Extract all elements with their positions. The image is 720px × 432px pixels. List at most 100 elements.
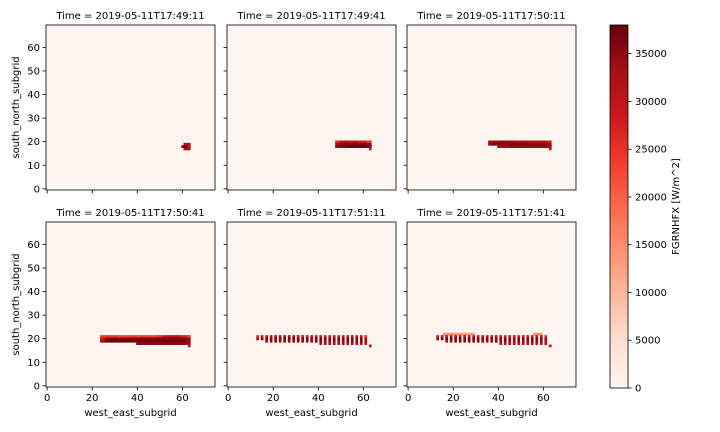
heatmap-cell <box>149 342 155 345</box>
heatmap-cell <box>278 337 282 341</box>
heatmap-cell <box>292 339 295 343</box>
heatmap-cell <box>167 337 173 341</box>
heatmap-cell <box>530 339 534 343</box>
heatmap-cell <box>364 339 368 343</box>
x-tick-label: 20 <box>447 393 460 404</box>
colorbar-tick-label: 20000 <box>635 192 667 203</box>
heatmap-cell <box>256 335 259 338</box>
heatmap-cell <box>265 335 268 338</box>
heatmap-cell <box>535 337 539 341</box>
heatmap-cell <box>344 142 350 146</box>
heatmap-cell <box>167 342 173 345</box>
heatmap-cell <box>260 335 264 338</box>
heatmap-cell <box>463 339 466 343</box>
heatmap-cell <box>296 339 300 343</box>
heatmap-cell <box>185 335 191 338</box>
heatmap-cell <box>524 142 530 146</box>
heatmap-cell <box>535 342 539 345</box>
heatmap-cell <box>265 337 268 341</box>
heatmap-cell <box>539 339 543 343</box>
heatmap-cell <box>346 335 350 338</box>
heatmap-panel-5: Time = 2019-05-11T17:51:11 0 20 40 60west_ea… <box>223 208 397 419</box>
x-tick-label: 0 <box>44 393 50 404</box>
heatmap-cell <box>332 337 336 341</box>
heatmap-cell <box>368 344 372 348</box>
heatmap-cell <box>357 142 363 146</box>
heatmap-cell <box>353 145 359 148</box>
heatmap-cell <box>176 335 182 338</box>
heatmap-cell <box>497 140 503 144</box>
heatmap-cell <box>445 335 448 338</box>
heatmap-cell <box>454 335 457 338</box>
heatmap-cell <box>122 335 128 338</box>
heatmap-panel-6: Time = 2019-05-11T17:51:41 0 20 40 60west_ea… <box>403 208 577 419</box>
heatmap-cell <box>100 335 105 338</box>
heatmap-cell <box>533 142 539 146</box>
heatmap-cell <box>176 339 182 343</box>
heatmap-cell <box>131 337 137 341</box>
heatmap-cell <box>515 145 521 148</box>
heatmap-cell <box>319 339 323 343</box>
heatmap-cell <box>131 335 137 338</box>
heatmap-cell <box>368 147 372 151</box>
heatmap-cell <box>499 335 503 338</box>
colorbar-tick-label: 5000 <box>635 336 660 347</box>
heatmap-cell <box>337 339 341 343</box>
heatmap-cell <box>181 342 187 345</box>
heatmap-cell <box>359 339 363 343</box>
heatmap-cell <box>490 339 494 343</box>
heatmap-cell <box>506 140 512 144</box>
heatmap-cell <box>181 337 187 341</box>
heatmap-cell <box>366 140 372 144</box>
colorbar-label: FGRNHFX [W/m^2] <box>671 158 682 255</box>
heatmap-cell <box>323 335 327 338</box>
heatmap-cell <box>449 339 453 343</box>
heatmap-cell <box>546 140 552 144</box>
heatmap-cell <box>362 140 368 144</box>
heatmap-panel-1: Time = 2019-05-11T17:49:11 0 10 20 30 40 50 60 s… <box>11 11 216 195</box>
heatmap-cell <box>172 335 178 338</box>
heatmap-cell <box>350 337 354 341</box>
heatmap-cell <box>265 339 268 343</box>
heatmap-cell <box>499 339 503 343</box>
heatmap-cell <box>508 335 512 338</box>
heatmap-cell <box>332 335 336 338</box>
heatmap-cell <box>269 339 273 343</box>
heatmap-cell <box>163 337 169 341</box>
panel-frame <box>406 24 577 191</box>
heatmap-cell <box>533 140 539 144</box>
heatmap-cell <box>537 142 543 146</box>
heatmap-cell <box>163 339 169 343</box>
panel-frame <box>226 24 397 191</box>
colorbar: 0 5000 10000 15000 20000 25000 30000 35000 FGRNH… <box>609 24 682 395</box>
heatmap-cell <box>109 335 114 338</box>
heatmap-cell <box>314 339 318 343</box>
heatmap-cell <box>319 337 323 341</box>
heatmap-cell <box>350 335 354 338</box>
heatmap-cell <box>332 339 336 343</box>
heatmap-cell <box>283 335 286 338</box>
heatmap-cell <box>353 142 359 146</box>
heatmap-cell <box>510 142 516 146</box>
heatmap-cell <box>497 142 503 146</box>
heatmap-cell <box>454 337 457 341</box>
heatmap-cell <box>314 335 318 338</box>
heatmap-cell <box>521 337 525 341</box>
heatmap-cell <box>283 339 286 343</box>
y-tick-label: 60 <box>27 240 40 251</box>
heatmap-cell <box>353 140 359 144</box>
heatmap-cell <box>521 335 525 338</box>
panel-frame <box>226 221 397 388</box>
panel-background <box>46 222 215 387</box>
heatmap-cell <box>517 339 521 343</box>
heatmap-cell <box>533 332 539 336</box>
heatmap-cell <box>341 335 345 338</box>
y-tick-label: 30 <box>27 114 40 125</box>
heatmap-cell <box>278 339 282 343</box>
heatmap-cell <box>158 335 164 338</box>
heatmap-cell <box>287 337 291 341</box>
heatmap-cell <box>526 335 530 338</box>
heatmap-cell <box>260 337 264 341</box>
heatmap-cell <box>497 145 503 148</box>
